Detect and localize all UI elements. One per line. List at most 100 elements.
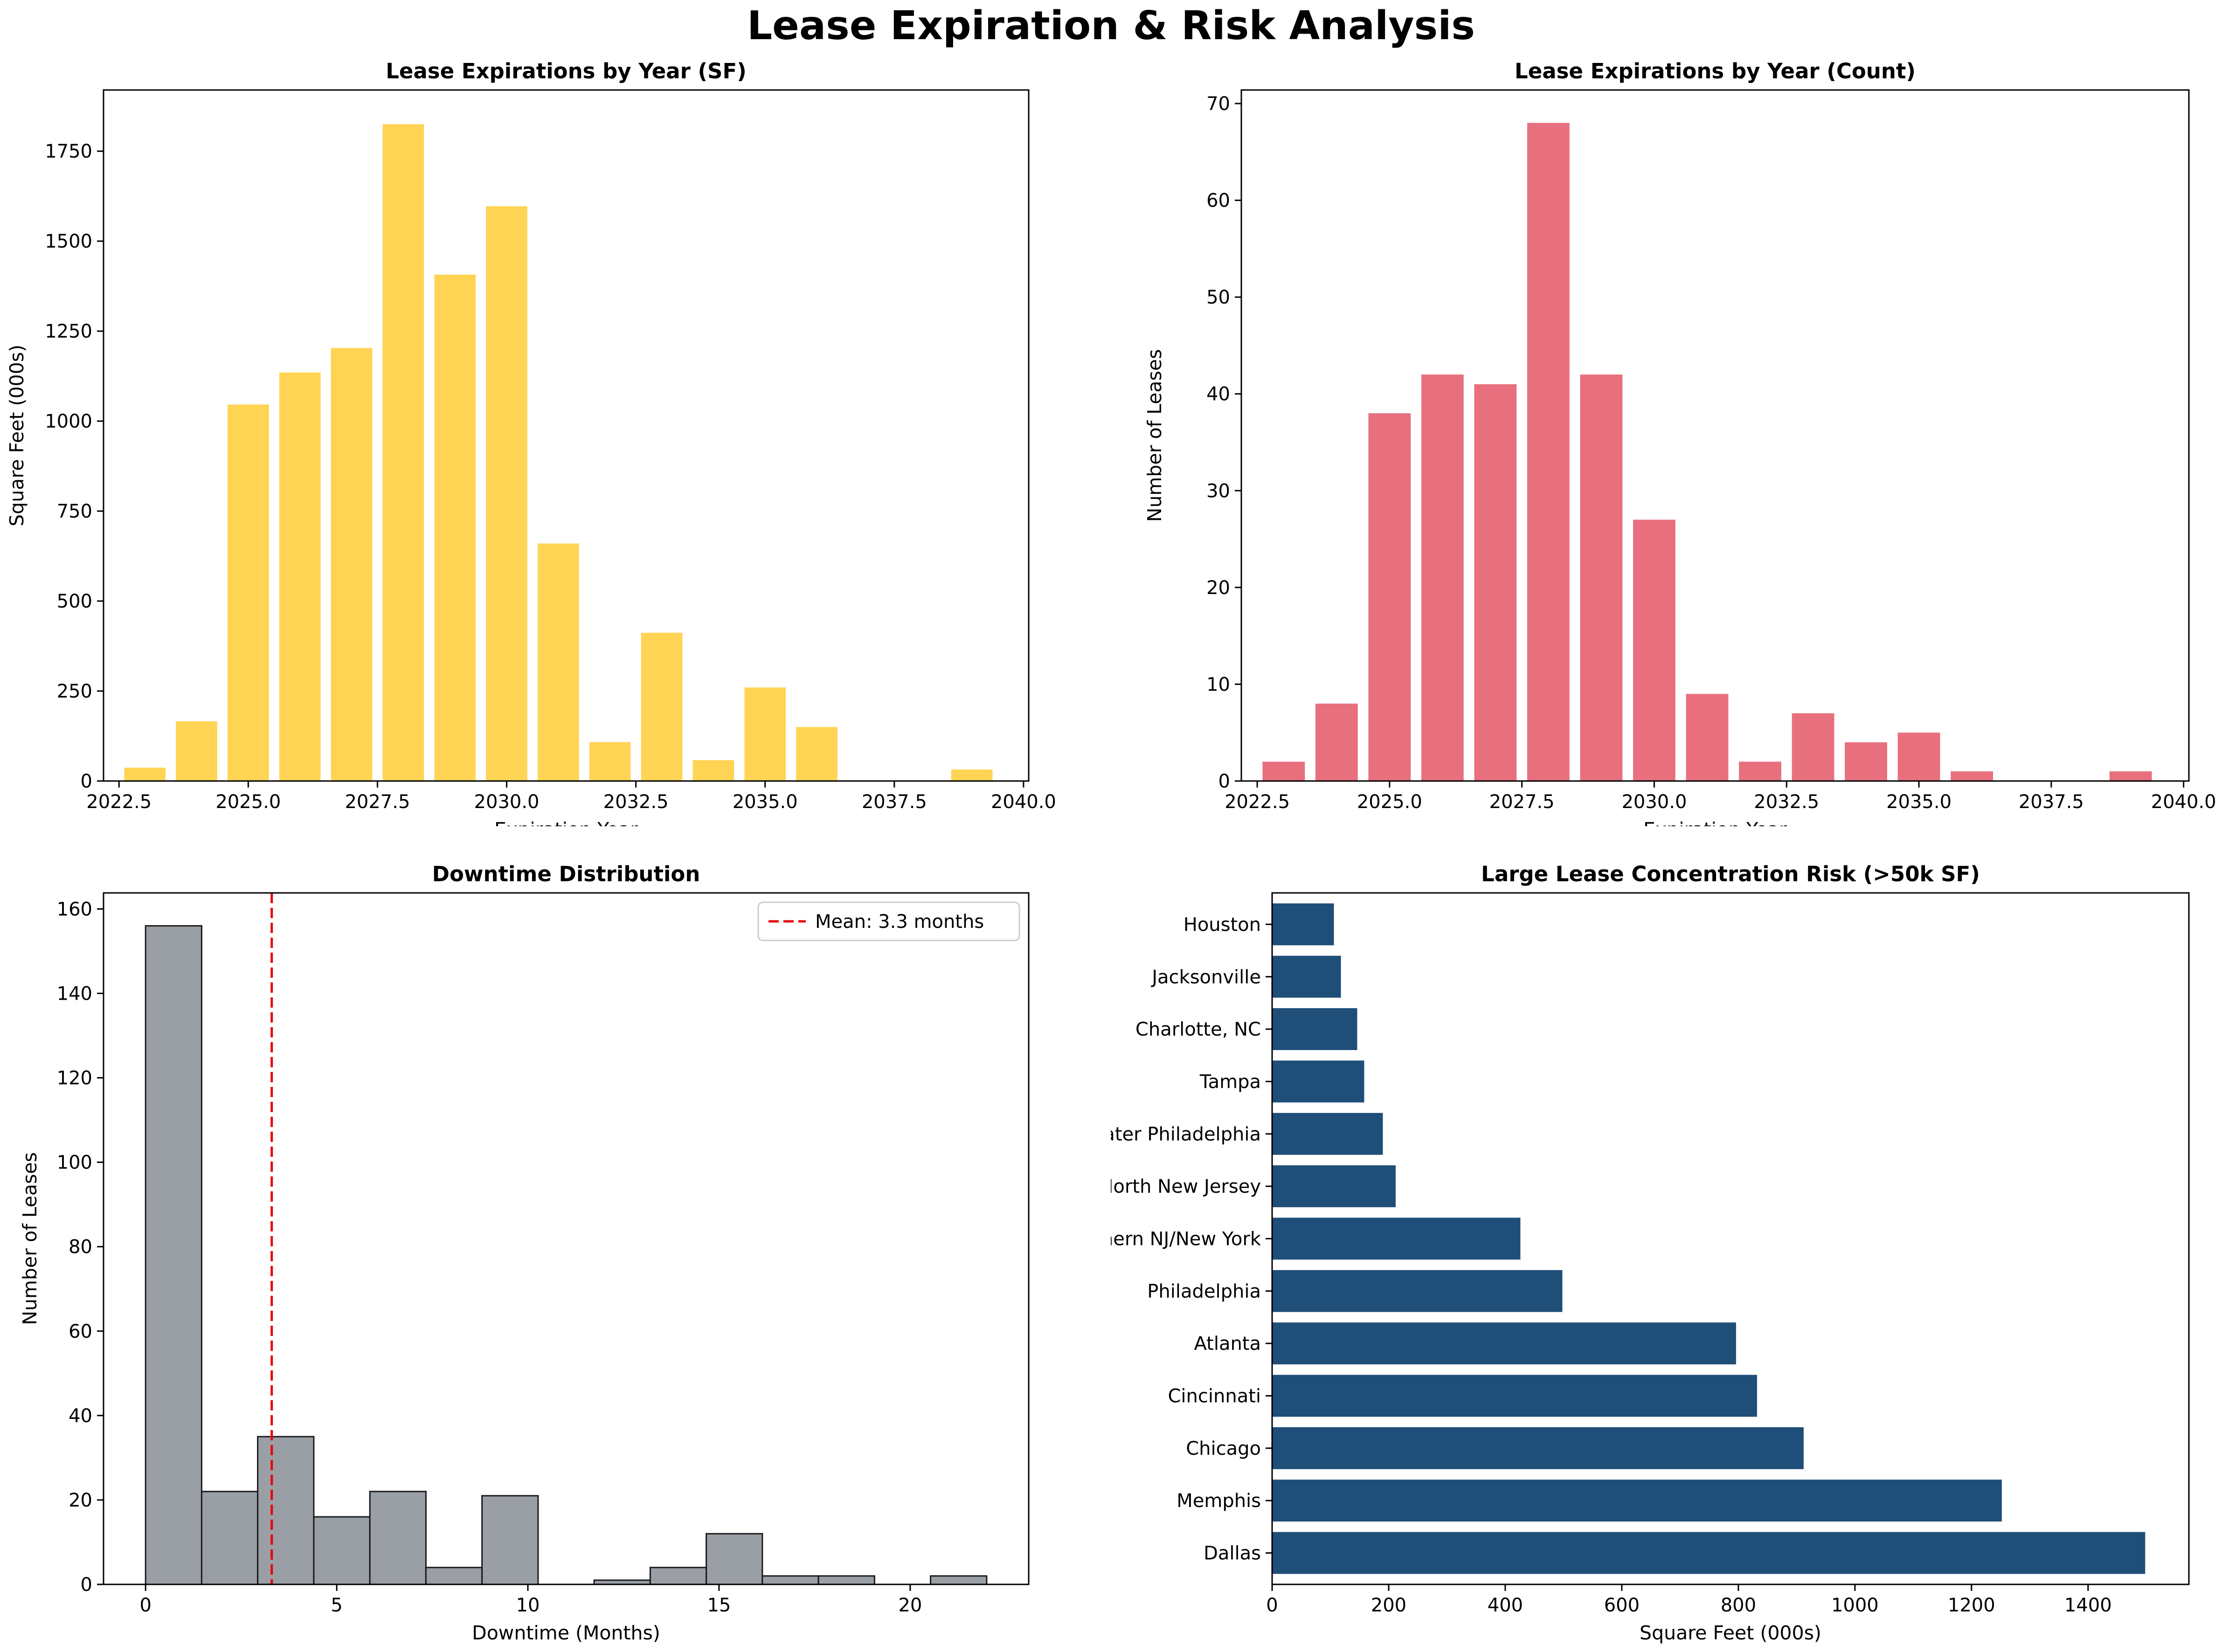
- bar-2031: [538, 543, 579, 781]
- x-tick-label: 2025.0: [215, 791, 281, 813]
- bar-northern-nj-new-york: [1272, 1217, 1521, 1260]
- histogram-bin-3: [313, 1516, 371, 1585]
- plot-frame: [1271, 892, 2190, 1585]
- x-tick-label: 2032.5: [603, 791, 669, 813]
- y-tick-label: North New Jersey: [1111, 1176, 1261, 1197]
- y-tick-label: 80: [69, 1237, 92, 1258]
- histogram-bin-10: [706, 1533, 763, 1585]
- chart-lease-expirations-sf: Lease Expirations by Year (SF) Expiration…: [6, 59, 1056, 826]
- bar-memphis: [1272, 1479, 2002, 1522]
- bar-2025: [1368, 413, 1411, 781]
- histogram-bin-0: [145, 925, 202, 1585]
- y-tick-label: Jacksonville: [1150, 967, 1261, 988]
- bar-north-new-jersey: [1272, 1165, 1396, 1208]
- x-tick-label: 2037.5: [862, 791, 927, 813]
- x-tick-label: 15: [707, 1595, 731, 1616]
- histogram-bin-6: [481, 1495, 539, 1585]
- x-axis-label: Square Feet (000s): [1640, 1622, 1821, 1644]
- y-tick-label: 60: [1206, 190, 1230, 212]
- y-tick-label: 30: [1206, 480, 1230, 502]
- x-tick-label: 2022.5: [86, 791, 152, 813]
- y-tick-label: 20: [1206, 577, 1230, 599]
- bar-2023: [1262, 761, 1305, 781]
- y-tick-label: Northern NJ/New York: [1111, 1229, 1261, 1250]
- bar-2035: [1897, 733, 1940, 781]
- x-tick-label: 2022.5: [1225, 791, 1290, 813]
- bar-2025: [228, 404, 269, 781]
- x-tick-label: 400: [1488, 1595, 1523, 1616]
- bar-cincinnati: [1272, 1375, 1757, 1417]
- histogram-bin-11: [761, 1575, 819, 1585]
- bar-2024: [176, 721, 217, 781]
- bar-2036: [1951, 771, 1993, 781]
- y-tick-label: Memphis: [1177, 1490, 1261, 1512]
- y-tick-label: 160: [57, 899, 92, 920]
- y-tick-label: Philadelphia: [1147, 1281, 1261, 1302]
- bar-2033: [1792, 713, 1834, 781]
- bar-tampa: [1272, 1060, 1364, 1103]
- y-tick-label: 140: [57, 983, 92, 1004]
- x-tick-label: 0: [1266, 1595, 1278, 1616]
- histogram-bin-4: [369, 1491, 427, 1585]
- x-tick-label: 2040.0: [991, 791, 1056, 813]
- x-tick-label: 2030.0: [1621, 791, 1687, 813]
- y-tick-label: 20: [69, 1490, 92, 1511]
- bar-2034: [692, 760, 734, 781]
- plot-frame: [103, 892, 1030, 1585]
- x-tick-label: 2027.5: [345, 791, 410, 813]
- y-tick-label: 40: [1206, 384, 1230, 405]
- x-tick-label: 2035.0: [1886, 791, 1952, 813]
- chart-title: Downtime Distribution: [432, 862, 700, 886]
- y-tick-label: Cincinnati: [1168, 1386, 1261, 1407]
- x-tick-label: 2025.0: [1357, 791, 1422, 813]
- bar-atlanta: [1272, 1322, 1736, 1365]
- legend-label: Mean: 3.3 months: [815, 911, 984, 933]
- chart-large-lease-concentration: Dallas Memphis Chicago Cincinnati Atlanta Phi…: [1111, 862, 2190, 1644]
- y-tick-label: 250: [57, 681, 92, 702]
- y-tick-label: 0: [1218, 771, 1230, 792]
- bar-chicago: [1272, 1427, 1804, 1469]
- x-axis-label: Downtime (Months): [472, 1622, 660, 1644]
- x-tick-label: 200: [1371, 1595, 1406, 1616]
- x-tick-label: 1400: [2064, 1595, 2112, 1616]
- y-tick-label: Houston: [1184, 914, 1261, 935]
- y-axis-label: Number of Leases: [1143, 349, 1166, 522]
- chart-title: Lease Expirations by Year (SF): [386, 59, 747, 83]
- x-axis-label: Expiration Year: [494, 818, 638, 826]
- bar-2035: [744, 687, 786, 781]
- x-tick-label: 2032.5: [1754, 791, 1819, 813]
- y-axis-label: Number of Leases: [19, 1152, 41, 1325]
- x-tick-label: 800: [1721, 1595, 1756, 1616]
- y-tick-label: 1250: [45, 321, 92, 342]
- y-tick-label: Charlotte, NC: [1135, 1019, 1261, 1040]
- bar-2028: [382, 124, 424, 781]
- plot-frame: [103, 89, 1030, 782]
- histogram-bin-5: [425, 1567, 483, 1585]
- y-tick-label: 60: [69, 1321, 92, 1342]
- bar-2034: [1845, 742, 1887, 781]
- bar-2027: [331, 348, 373, 781]
- bar-2030: [1633, 519, 1675, 781]
- y-tick-label: 40: [69, 1405, 92, 1427]
- y-tick-label: 1750: [45, 141, 92, 162]
- x-tick-label: 2030.0: [474, 791, 540, 813]
- plot-frame: [1240, 89, 2190, 782]
- bar-2032: [589, 742, 631, 781]
- bar-2032: [1739, 761, 1781, 781]
- y-tick-label: Dallas: [1204, 1543, 1261, 1564]
- bar-dallas: [1272, 1532, 2146, 1574]
- bar-jacksonville: [1272, 955, 1341, 998]
- histogram-bin-9: [649, 1567, 707, 1585]
- bar-2039: [951, 769, 993, 781]
- y-tick-label: Chicago: [1186, 1438, 1261, 1459]
- y-tick-label: 0: [81, 771, 92, 792]
- histogram-bin-14: [930, 1575, 988, 1585]
- y-tick-label: Greater Philadelphia: [1111, 1124, 1261, 1145]
- x-tick-label: 10: [516, 1595, 540, 1616]
- x-tick-label: 2040.0: [2151, 791, 2216, 813]
- bar-2036: [796, 727, 838, 781]
- legend-box: [757, 901, 1020, 941]
- x-axis-label: Expiration Year: [1643, 818, 1787, 826]
- bar-greater-philadelphia: [1272, 1113, 1383, 1155]
- x-tick-label: 0: [139, 1595, 151, 1616]
